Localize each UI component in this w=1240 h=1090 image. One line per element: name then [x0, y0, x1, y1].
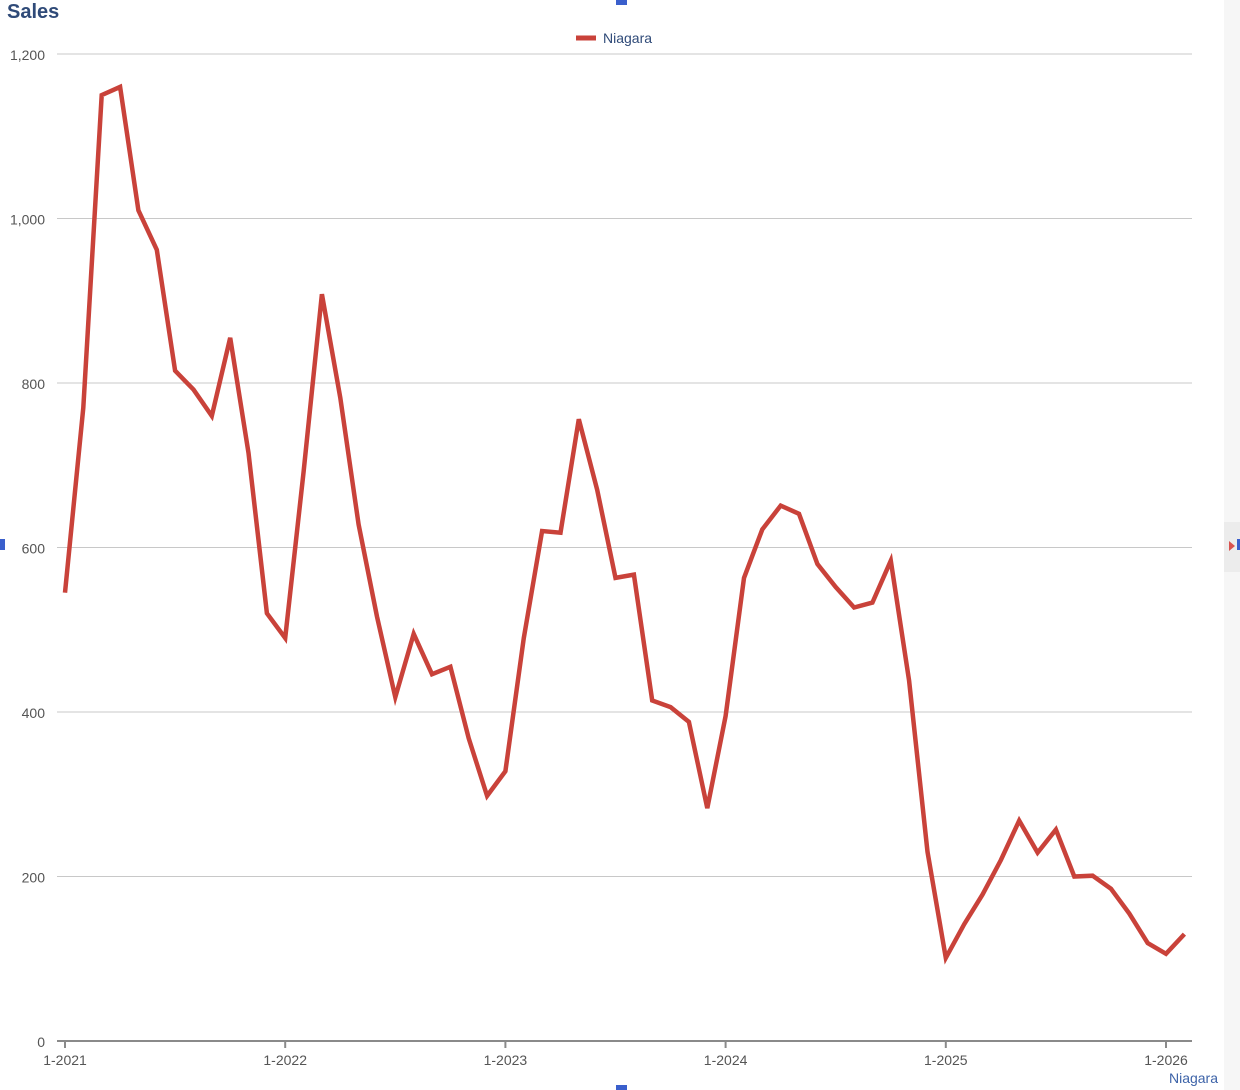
- expand-arrow-icon[interactable]: [1229, 541, 1235, 551]
- data-point: [503, 769, 507, 773]
- x-tick-label: 1-2021: [43, 1052, 87, 1068]
- data-point: [448, 665, 452, 669]
- data-point: [577, 417, 581, 421]
- data-point: [173, 369, 177, 373]
- data-point: [485, 794, 489, 798]
- data-point: [687, 720, 691, 724]
- resize-handle-right[interactable]: [1237, 539, 1240, 550]
- data-point: [668, 705, 672, 709]
- data-point: [136, 208, 140, 212]
- data-point: [944, 956, 948, 960]
- data-point: [760, 527, 764, 531]
- x-axis-tick-labels: 1-2021 1-2022 1-2023 1-2024 1-2025 1-2026: [43, 1041, 1188, 1068]
- data-point: [191, 387, 195, 391]
- data-point: [356, 522, 360, 526]
- data-point: [999, 858, 1003, 862]
- data-point: [1164, 952, 1168, 956]
- x-tick-label: 1-2024: [704, 1052, 748, 1068]
- data-point: [63, 591, 67, 595]
- y-tick-label: 0: [37, 1034, 45, 1050]
- data-point: [797, 512, 801, 516]
- series-footer-label[interactable]: Niagara: [1168, 1070, 1218, 1086]
- data-point: [558, 531, 562, 535]
- data-point: [81, 406, 85, 410]
- series-line-niagara: [62, 83, 1187, 965]
- data-point: [1146, 941, 1150, 945]
- legend[interactable]: Niagara: [576, 30, 652, 46]
- resize-handle-bottom[interactable]: [616, 1085, 627, 1090]
- data-point: [1035, 850, 1039, 854]
- data-point: [1182, 932, 1186, 936]
- data-point: [705, 806, 709, 810]
- y-tick-label: 200: [22, 870, 46, 886]
- data-point: [779, 503, 783, 507]
- data-point: [889, 559, 893, 563]
- data-point: [834, 585, 838, 589]
- data-point: [1054, 827, 1058, 831]
- legend-label: Niagara: [603, 30, 652, 46]
- chart-title: Sales: [7, 1, 60, 23]
- x-tick-label: 1-2023: [484, 1052, 528, 1068]
- data-point: [118, 85, 122, 89]
- data-point: [283, 636, 287, 640]
- y-tick-label: 800: [22, 376, 46, 392]
- x-tick-label: 1-2026: [1144, 1052, 1188, 1068]
- data-point: [1017, 818, 1021, 822]
- data-point: [962, 922, 966, 926]
- data-point: [815, 562, 819, 566]
- data-point: [650, 698, 654, 702]
- data-point: [632, 572, 636, 576]
- resize-handle-top[interactable]: [616, 0, 627, 5]
- data-point: [467, 736, 471, 740]
- y-tick-label: 1,200: [10, 47, 45, 63]
- data-point: [100, 93, 104, 97]
- data-point: [246, 451, 250, 455]
- data-point: [393, 695, 397, 699]
- data-point: [430, 672, 434, 676]
- data-point: [742, 576, 746, 580]
- data-point: [338, 396, 342, 400]
- data-point: [980, 892, 984, 896]
- data-point: [1072, 874, 1076, 878]
- data-point: [320, 292, 324, 296]
- data-point: [1127, 911, 1131, 915]
- data-point: [723, 714, 727, 718]
- data-point: [265, 611, 269, 615]
- data-point: [925, 850, 929, 854]
- x-tick-label: 1-2025: [924, 1052, 968, 1068]
- data-point: [613, 576, 617, 580]
- data-point: [852, 605, 856, 609]
- data-point: [412, 632, 416, 636]
- data-point: [1090, 874, 1094, 878]
- data-point: [228, 336, 232, 340]
- y-tick-label: 600: [22, 541, 46, 557]
- gridlines: [57, 53, 1192, 877]
- data-point: [870, 600, 874, 604]
- series-lines: [62, 83, 1187, 965]
- data-point: [301, 470, 305, 474]
- y-tick-label: 400: [22, 705, 46, 721]
- data-point: [1109, 887, 1113, 891]
- data-point: [155, 248, 159, 252]
- data-point: [595, 488, 599, 492]
- y-tick-label: 1,000: [10, 212, 45, 228]
- y-axis-tick-labels: 0 200 400 600 800 1,000 1,200: [10, 47, 45, 1050]
- data-point: [522, 636, 526, 640]
- resize-handle-left[interactable]: [0, 539, 5, 550]
- x-tick-label: 1-2022: [263, 1052, 307, 1068]
- data-point: [907, 679, 911, 683]
- data-point: [210, 414, 214, 418]
- data-point: [375, 614, 379, 618]
- data-point: [540, 529, 544, 533]
